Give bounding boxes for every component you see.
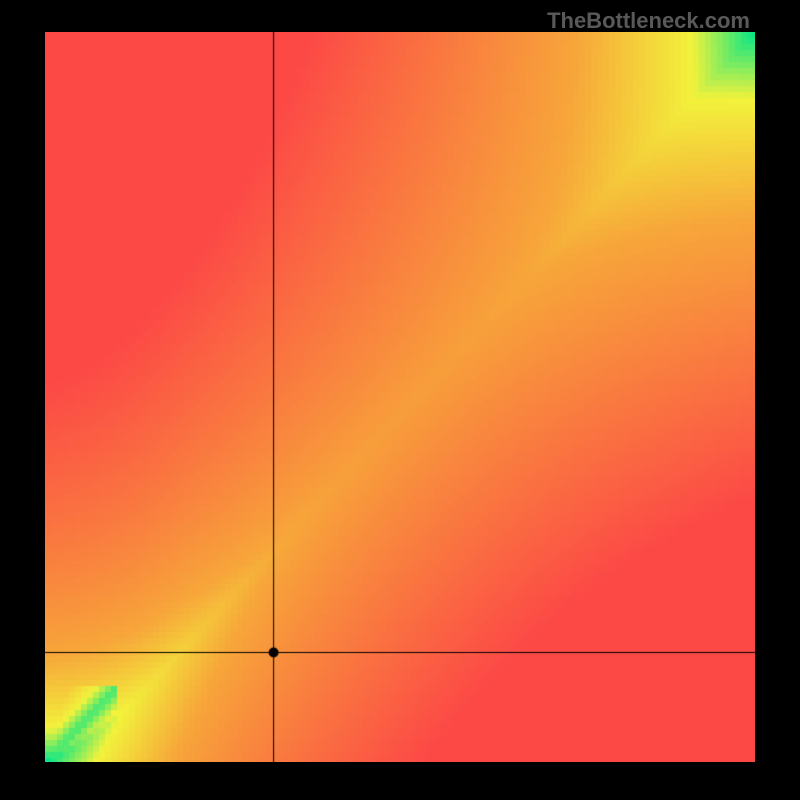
- watermark-text: TheBottleneck.com: [547, 8, 750, 34]
- heatmap-canvas: [45, 32, 755, 762]
- chart-container: TheBottleneck.com: [0, 0, 800, 800]
- bottleneck-heatmap: [45, 32, 755, 762]
